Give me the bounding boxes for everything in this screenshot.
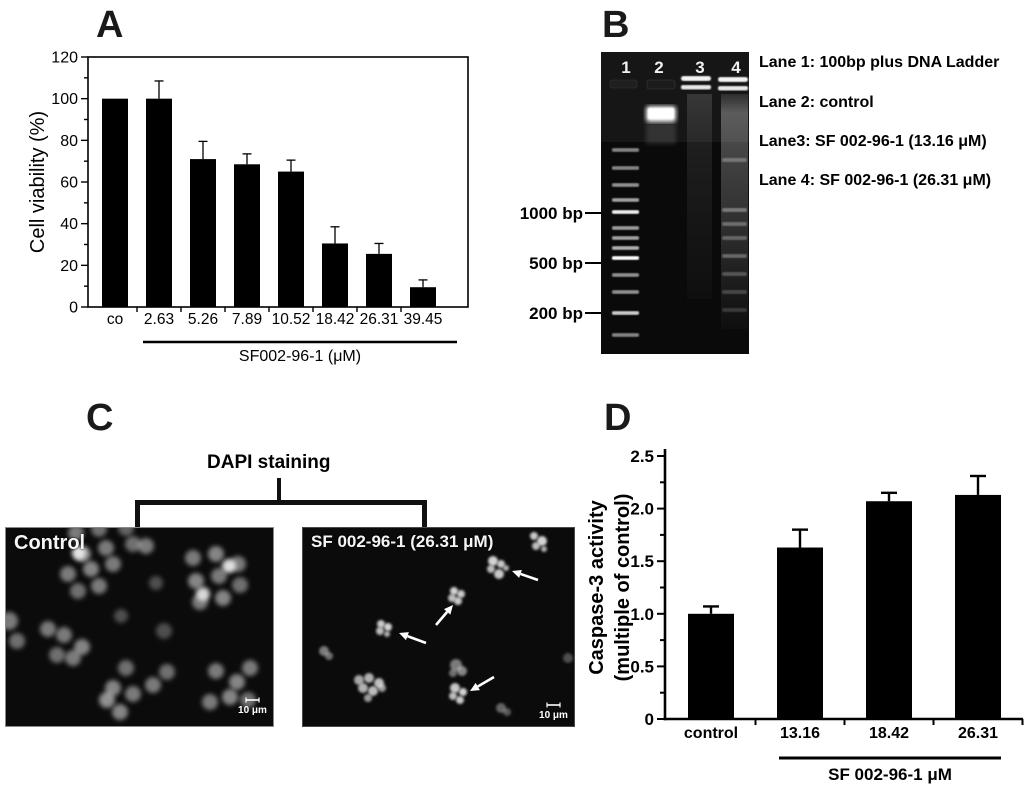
- gel-marker-dash: [585, 312, 601, 314]
- svg-text:5.26: 5.26: [188, 311, 218, 328]
- gel-marker-dash: [585, 262, 601, 264]
- svg-text:0: 0: [69, 300, 78, 317]
- gel-legend-lane3: Lane3: SF 002-96-1 (13.16 μM): [759, 133, 987, 150]
- bracket-stem: [277, 478, 281, 503]
- svg-text:7.89: 7.89: [232, 311, 262, 328]
- svg-text:100: 100: [51, 91, 78, 108]
- svg-text:(multiple of control): (multiple of control): [612, 494, 634, 682]
- svg-text:18.42: 18.42: [869, 725, 909, 742]
- dapi-image-control: 10 μm Control: [5, 527, 274, 727]
- svg-text:2.63: 2.63: [144, 311, 174, 328]
- dapi-staining-title: DAPI staining: [207, 452, 331, 473]
- svg-text:80: 80: [60, 133, 78, 150]
- gel-legend-lane4: Lane 4: SF 002-96-1 (26.31 μM): [759, 172, 992, 189]
- dna-gel-image: 1 2 3 4: [601, 52, 749, 354]
- svg-text:4: 4: [731, 58, 741, 77]
- svg-text:10 μm: 10 μm: [539, 710, 568, 721]
- svg-text:co: co: [107, 311, 123, 328]
- svg-text:2.0: 2.0: [630, 500, 654, 519]
- svg-text:40: 40: [60, 216, 78, 233]
- gel-legend-lane2: Lane 2: control: [759, 94, 874, 111]
- svg-text:SF002-96-1 (μM): SF002-96-1 (μM): [239, 348, 361, 365]
- svg-text:18.42: 18.42: [316, 311, 355, 328]
- svg-text:0.5: 0.5: [630, 657, 654, 676]
- panel-d-letter: D: [604, 397, 632, 439]
- svg-text:1.0: 1.0: [630, 605, 654, 624]
- bracket-bar: [135, 500, 427, 505]
- svg-text:26.31: 26.31: [958, 725, 998, 742]
- svg-text:2.5: 2.5: [630, 447, 654, 466]
- treated-image-label: SF 002-96-1 (26.31 μM): [311, 532, 494, 551]
- gel-marker-500bp: 500 bp: [529, 254, 583, 273]
- svg-text:120: 120: [51, 50, 78, 67]
- svg-text:10.52: 10.52: [272, 311, 311, 328]
- svg-text:0: 0: [645, 710, 654, 729]
- svg-text:1: 1: [621, 58, 630, 77]
- svg-text:10 μm: 10 μm: [238, 705, 267, 716]
- treated-nuclei-image: 10 μm: [319, 532, 573, 721]
- svg-text:Cell viability (%): Cell viability (%): [27, 111, 49, 253]
- gel-marker-200bp: 200 bp: [529, 304, 583, 323]
- svg-text:20: 20: [60, 258, 78, 275]
- svg-text:SF 002-96-1 μM: SF 002-96-1 μM: [828, 765, 952, 784]
- bracket-left-drop: [135, 500, 140, 527]
- svg-text:13.16: 13.16: [780, 725, 820, 742]
- svg-text:1.5: 1.5: [630, 552, 654, 571]
- gel-marker-dash: [585, 212, 601, 214]
- panel-b-letter: B: [602, 4, 630, 46]
- dapi-image-treated: 10 μm SF 002-96-1 (26.31 μM): [302, 527, 575, 727]
- control-nuclei-image: 10 μm: [6, 528, 267, 720]
- control-image-label: Control: [14, 532, 86, 554]
- gel-legend-lane1: Lane 1: 100bp plus DNA Ladder: [759, 54, 1000, 71]
- svg-text:2: 2: [654, 58, 663, 77]
- caspase3-activity-bar-chart: 0 0.5 1.0 1.5 2.0 2.5 control 13.16 18.42 26.31 Ca…: [586, 447, 1024, 784]
- svg-text:control: control: [684, 725, 738, 742]
- gel-marker-1000bp: 1000 bp: [519, 204, 583, 223]
- svg-text:3: 3: [695, 58, 704, 77]
- cell-viability-bar-chart: 0 20 40 60 80 100 120 co 2.63 5.26 7.89 10.52 18.42 2…: [27, 50, 469, 365]
- svg-text:26.31: 26.31: [360, 311, 399, 328]
- panel-a-letter: A: [96, 4, 124, 46]
- svg-text:39.45: 39.45: [404, 311, 443, 328]
- bracket-right-drop: [422, 500, 427, 527]
- svg-text:Caspase-3 activity: Caspase-3 activity: [586, 499, 608, 674]
- svg-text:60: 60: [60, 175, 78, 192]
- panel-c-letter: C: [86, 397, 114, 439]
